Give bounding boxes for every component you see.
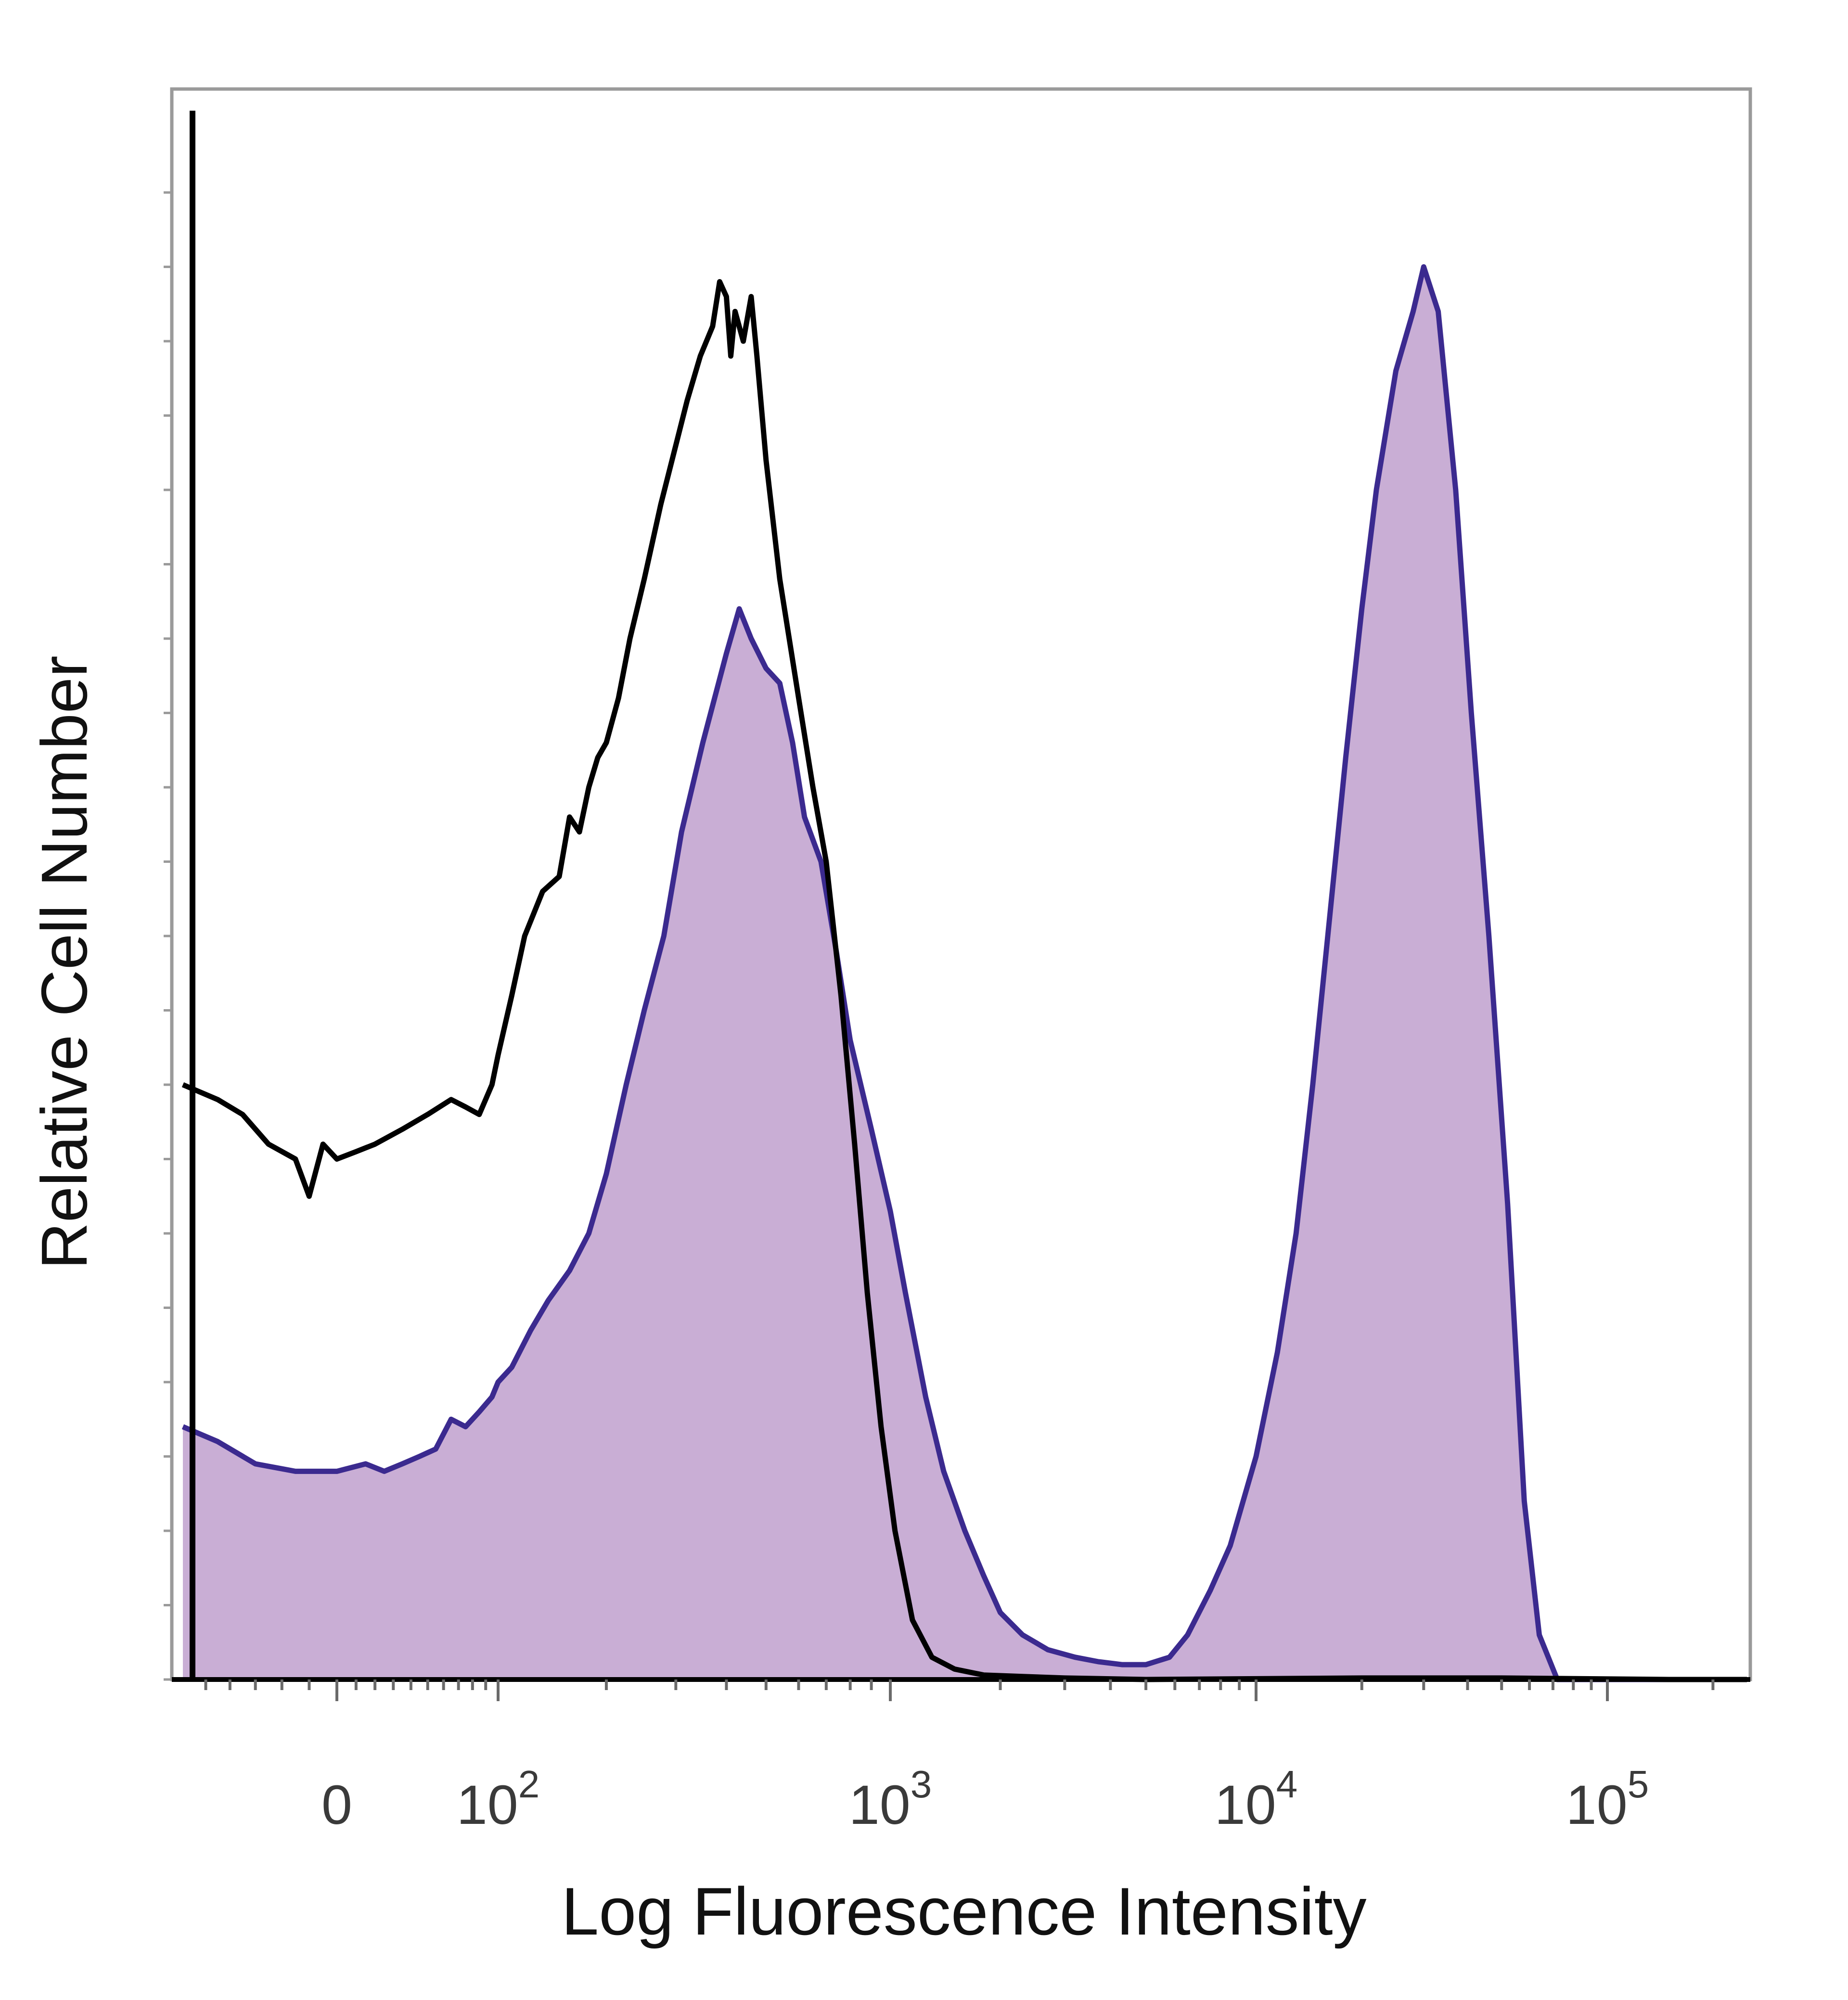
y-axis-title: Relative Cell Number	[28, 655, 101, 1269]
x-tick-label-exponent: 5	[1628, 1763, 1649, 1806]
series-layer	[181, 264, 1747, 1682]
stained-histogram-outline	[181, 264, 1747, 1682]
x-axis-title: Log Fluorescence Intensity	[561, 1873, 1366, 1949]
x-tick-label: 105	[1566, 1763, 1649, 1836]
x-tick-labels: 0 102 103 104 105	[321, 1763, 1649, 1836]
x-tick-label-base: 10	[457, 1774, 518, 1836]
x-tick-label-exponent: 3	[911, 1763, 932, 1806]
stained-histogram-fill	[183, 267, 1747, 1679]
x-ticks	[204, 1679, 1715, 1701]
y-minor-ticks	[164, 191, 172, 1681]
x-tick-label-base: 10	[1215, 1774, 1276, 1836]
x-tick-label-base: 10	[1566, 1774, 1628, 1836]
plot-area	[164, 87, 1752, 1701]
x-tick-label-exponent: 2	[518, 1763, 540, 1806]
x-tick-label: 0	[321, 1774, 352, 1836]
control-histogram-line	[181, 279, 1747, 1682]
x-tick-label-exponent: 4	[1276, 1763, 1298, 1806]
x-tick-label: 102	[457, 1763, 539, 1836]
x-tick-label-base: 0	[321, 1774, 352, 1836]
x-tick-label: 103	[849, 1763, 932, 1836]
x-tick-label-base: 10	[849, 1774, 911, 1836]
x-tick-label: 104	[1215, 1763, 1297, 1836]
